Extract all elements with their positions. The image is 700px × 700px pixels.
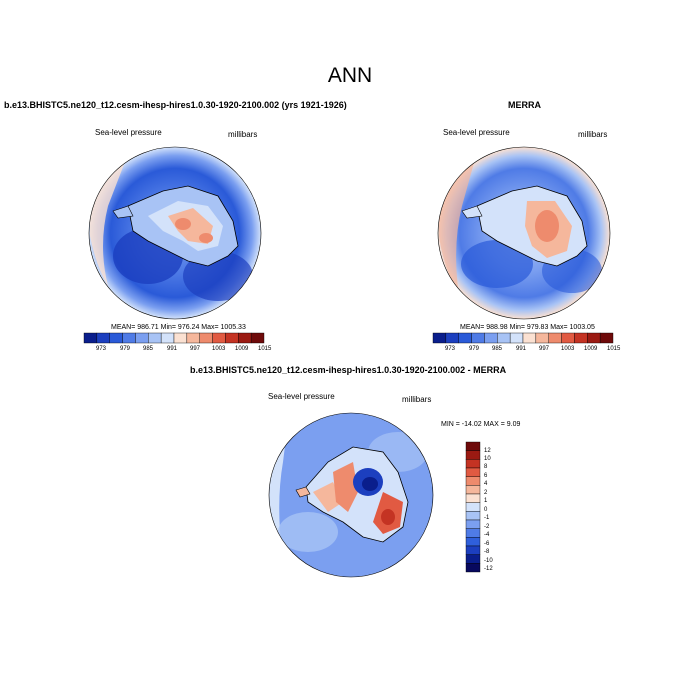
model-colorbar-tick: 1009 — [235, 346, 249, 352]
obs-colorbar-swatch — [548, 332, 562, 344]
obs-colorbar-swatch — [445, 332, 459, 344]
model-colorbar-swatch — [96, 332, 110, 344]
diff-colorbar-swatch — [465, 528, 481, 538]
obs-colorbar-tick: 1009 — [584, 346, 598, 352]
obs-colorbar-swatch — [497, 332, 511, 344]
obs-colorbar-tick: 985 — [492, 346, 503, 352]
model-colorbar-tick: 997 — [190, 346, 201, 352]
model-colorbar-swatch — [173, 332, 188, 344]
model-panel-title: b.e13.BHISTC5.ne120_t12.cesm-ihesp-hires… — [4, 100, 347, 110]
model-colorbar-swatch — [225, 332, 239, 344]
obs-colorbar-swatch — [522, 332, 537, 344]
obs-colorbar-swatch — [458, 332, 472, 344]
obs-colorbar-swatch — [574, 332, 588, 344]
diff-variable-label: Sea-level pressure — [268, 392, 335, 401]
diff-stats: MIN = -14.02 MAX = 9.09 — [441, 421, 521, 428]
diff-colorbar — [465, 441, 481, 573]
diff-colorbar-tick: -12 — [484, 566, 493, 572]
obs-colorbar-swatch — [509, 332, 524, 344]
model-colorbar-tick: 991 — [167, 346, 178, 352]
model-colorbar-swatch — [250, 332, 265, 344]
diff-colorbar-swatch — [465, 441, 481, 451]
diff-units-label: millibars — [402, 395, 432, 404]
obs-colorbar-swatch — [471, 332, 485, 344]
model-variable-label: Sea-level pressure — [95, 128, 162, 137]
diff-colorbar-swatch — [465, 554, 481, 564]
diff-colorbar-tick: 8 — [484, 464, 488, 470]
model-colorbar-swatch — [212, 332, 226, 344]
obs-units-label: millibars — [578, 130, 608, 139]
model-colorbar-tick: 1015 — [258, 346, 272, 352]
obs-colorbar-tick: 1015 — [607, 346, 621, 352]
obs-colorbar-tick: 1003 — [561, 346, 575, 352]
diff-colorbar-swatch — [465, 563, 481, 573]
obs-variable-label: Sea-level pressure — [443, 128, 510, 137]
obs-colorbar-swatch — [599, 332, 614, 344]
model-colorbar-swatch — [160, 332, 175, 344]
obs-colorbar-tick: 979 — [469, 346, 480, 352]
diff-colorbar-swatch — [465, 502, 481, 512]
diff-colorbar-tick: -8 — [484, 549, 490, 555]
diff-colorbar-swatch — [465, 467, 481, 477]
model-units-label: millibars — [228, 130, 258, 139]
diff-colorbar-tick: 6 — [484, 473, 488, 479]
model-polar-map — [88, 146, 262, 320]
model-colorbar-swatch — [122, 332, 136, 344]
obs-colorbar-tick: 991 — [516, 346, 527, 352]
model-colorbar-swatch — [135, 332, 149, 344]
diff-colorbar-tick: -6 — [484, 541, 490, 547]
diff-panel-title: b.e13.BHISTC5.ne120_t12.cesm-ihesp-hires… — [190, 365, 507, 375]
obs-colorbar-tick: 997 — [539, 346, 550, 352]
model-colorbar-tick: 973 — [96, 346, 107, 352]
diff-colorbar-tick: 10 — [484, 456, 491, 462]
diff-colorbar-tick: 2 — [484, 490, 488, 496]
diff-colorbar-swatch — [465, 519, 481, 529]
diff-colorbar-tick: 1 — [484, 498, 488, 504]
diff-colorbar-swatch — [465, 450, 481, 460]
diff-colorbar-swatch — [465, 537, 481, 547]
obs-colorbar-swatch — [587, 332, 601, 344]
model-colorbar-swatch — [186, 332, 200, 344]
model-colorbar-swatch — [109, 332, 123, 344]
diff-colorbar-tick: -2 — [484, 524, 490, 530]
obs-colorbar-swatch — [561, 332, 575, 344]
model-colorbar-tick: 1003 — [212, 346, 226, 352]
model-colorbar-tick: 979 — [120, 346, 131, 352]
diff-colorbar-swatch — [465, 485, 481, 495]
diff-colorbar-tick: -10 — [484, 558, 493, 564]
obs-stats: MEAN= 988.98 Min= 979.83 Max= 1003.05 — [460, 324, 595, 331]
diff-colorbar-tick: 12 — [484, 448, 491, 454]
diff-colorbar-swatch — [465, 476, 481, 486]
diff-colorbar-swatch — [465, 459, 481, 469]
diff-colorbar-tick: -1 — [484, 515, 490, 521]
diff-colorbar-tick: 4 — [484, 481, 488, 487]
diff-colorbar-tick: 0 — [484, 507, 488, 513]
model-colorbar-swatch — [148, 332, 162, 344]
obs-panel-title: MERRA — [508, 100, 541, 110]
figure-title: ANN — [327, 64, 373, 87]
diff-colorbar-swatch — [465, 493, 481, 503]
model-colorbar — [83, 332, 265, 344]
obs-polar-map — [437, 146, 611, 320]
model-stats: MEAN= 986.71 Min= 976.24 Max= 1005.33 — [111, 324, 246, 331]
obs-colorbar-swatch — [484, 332, 498, 344]
obs-colorbar-swatch — [535, 332, 549, 344]
obs-colorbar-swatch — [432, 332, 447, 344]
diff-polar-map — [268, 412, 434, 578]
obs-colorbar — [432, 332, 614, 344]
diff-colorbar-swatch — [465, 545, 481, 555]
obs-colorbar-tick: 973 — [445, 346, 456, 352]
diff-colorbar-tick: -4 — [484, 532, 490, 538]
model-colorbar-swatch — [238, 332, 252, 344]
model-colorbar-swatch — [199, 332, 213, 344]
diff-colorbar-swatch — [465, 511, 481, 521]
model-colorbar-swatch — [83, 332, 98, 344]
model-colorbar-tick: 985 — [143, 346, 154, 352]
